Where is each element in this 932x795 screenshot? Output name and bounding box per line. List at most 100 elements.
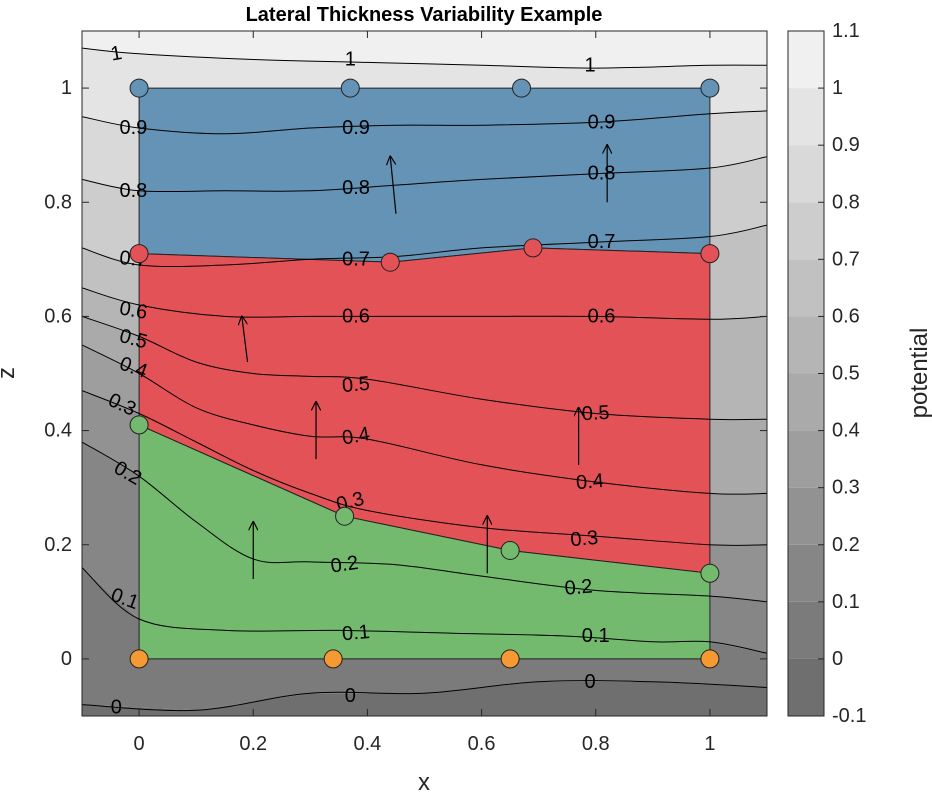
colorbar-tick-label: 1.1 <box>832 20 860 42</box>
colorbar-segment <box>788 88 824 146</box>
layer-point <box>129 78 149 98</box>
contour-line <box>82 47 767 69</box>
colorbar-tick-label: 0 <box>832 648 843 670</box>
colorbar-tick-label: 0.2 <box>832 534 860 556</box>
layer-points <box>129 78 720 669</box>
axes-frame <box>81 30 768 717</box>
contour-label: 0.2 <box>564 575 594 599</box>
layer-point <box>323 649 343 669</box>
contour-label: 0.9 <box>119 117 147 139</box>
colorbar-segment <box>788 544 824 602</box>
colorbar-segment <box>788 373 824 431</box>
colorbar-tick-label: -0.1 <box>832 705 866 727</box>
contour-label: 0.7 <box>588 231 616 253</box>
colorbar-tick-label: 0.5 <box>832 363 860 385</box>
y-tick-label: 0.8 <box>44 191 72 213</box>
layer-point <box>129 244 149 264</box>
colorbar-segment <box>788 487 824 545</box>
contour-label: 0.9 <box>588 111 616 133</box>
y-tick-label: 0.2 <box>44 534 72 556</box>
contour-line <box>82 110 767 135</box>
contour-label: 0.5 <box>581 402 610 425</box>
contour-band <box>82 681 767 716</box>
contour-label: 1 <box>584 54 595 76</box>
x-tick-label: 1 <box>704 733 715 755</box>
contour-label: 0.8 <box>588 163 616 185</box>
layer-point <box>700 244 720 264</box>
contour-line <box>82 567 767 654</box>
layer-point <box>700 649 720 669</box>
layer-point <box>500 540 520 560</box>
layer-point <box>129 649 149 669</box>
y-tick-label: 0 <box>61 648 72 670</box>
layer-point <box>523 238 543 258</box>
contour-label: 0.6 <box>588 305 616 327</box>
colorbar-segment <box>788 145 824 203</box>
x-tick-label: 0.6 <box>468 733 496 755</box>
contour-label: 0.6 <box>118 297 149 323</box>
contour-line <box>82 441 767 603</box>
contour-label: 0.7 <box>342 248 370 270</box>
layer-polygons <box>138 87 711 660</box>
contour-label: 0 <box>345 685 356 707</box>
colorbar-label: potential <box>906 328 932 419</box>
layer-point <box>500 649 520 669</box>
contour-label: 0.8 <box>342 177 370 199</box>
flow-arrows <box>242 145 607 579</box>
contour-label: 0.5 <box>341 373 371 397</box>
colorbar-tick-label: 0.7 <box>832 248 860 270</box>
contour-label: 0.1 <box>582 625 610 647</box>
chart-title: Lateral Thickness Variability Example <box>246 4 603 26</box>
colorbar-segment <box>788 202 824 260</box>
contour-label: 0.4 <box>575 470 605 494</box>
contour-label: 0.1 <box>341 621 371 645</box>
layer-point <box>335 506 355 526</box>
y-tick-label: 1 <box>61 77 72 99</box>
y-tick-label: 0.6 <box>44 305 72 327</box>
contour-label: 0.4 <box>340 423 371 449</box>
layer-point <box>700 563 720 583</box>
layer-point <box>700 78 720 98</box>
colorbar-segment <box>788 658 824 716</box>
colorbar-tick-label: 0.4 <box>832 420 860 442</box>
colorbar-segment <box>788 259 824 317</box>
flow-arrow <box>242 316 249 363</box>
contour-label: 0.9 <box>342 117 370 139</box>
contour-label: 0.3 <box>569 527 599 551</box>
x-tick-label: 0.4 <box>354 733 382 755</box>
layer-point <box>340 78 360 98</box>
y-axis-label: z <box>0 367 20 379</box>
layer-point <box>129 415 149 435</box>
contour-label: 0 <box>111 696 122 718</box>
x-tick-label: 0.8 <box>582 733 610 755</box>
x-axis: 0 0.2 0.4 0.6 0.8 1 <box>134 31 715 755</box>
contour-label: 1 <box>345 49 356 71</box>
colorbar-tick-label: 1 <box>832 77 843 99</box>
layer-point <box>380 252 400 272</box>
colorbar: -0.1 0 0.1 0.2 0.3 0.4 0.5 0.6 0.7 0.8 0.9 1 1.1 <box>787 20 866 727</box>
x-axis-label: x <box>418 769 430 795</box>
colorbar-segment <box>788 316 824 374</box>
contour-line <box>82 156 767 193</box>
contour-line <box>82 287 767 320</box>
contour-line <box>82 315 767 421</box>
colorbar-segment <box>788 601 824 659</box>
contour-line <box>82 680 767 712</box>
contour-label: 0 <box>584 671 595 693</box>
contour-label: 1 <box>109 42 124 66</box>
flow-arrow <box>390 157 397 214</box>
contour-band <box>82 31 767 69</box>
layer-point <box>512 78 532 98</box>
colorbar-tick-label: 0.9 <box>832 134 860 156</box>
contour-label: 0.2 <box>329 552 360 578</box>
contour-label: 0.6 <box>342 305 370 327</box>
colorbar-tick-label: 0.3 <box>832 477 860 499</box>
contour-label: 0.8 <box>119 180 147 202</box>
colorbar-segment <box>788 31 824 89</box>
y-tick-label: 0.4 <box>44 420 72 442</box>
x-tick-label: 0 <box>134 733 145 755</box>
colorbar-segment <box>788 430 824 488</box>
contour-line <box>82 390 767 546</box>
colorbar-tick-label: 0.1 <box>832 591 860 613</box>
